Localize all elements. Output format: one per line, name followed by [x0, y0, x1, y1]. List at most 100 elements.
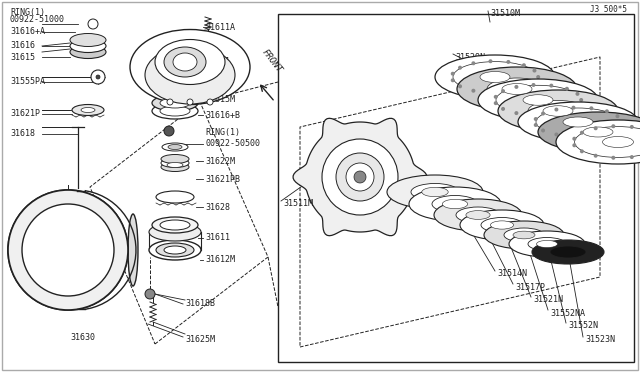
Ellipse shape [72, 105, 104, 115]
Circle shape [579, 98, 583, 102]
Circle shape [575, 104, 579, 108]
Text: 31521N: 31521N [533, 295, 563, 305]
Ellipse shape [583, 127, 613, 137]
Text: 31555PA: 31555PA [10, 77, 45, 87]
Text: 00922-50500: 00922-50500 [205, 140, 260, 148]
Ellipse shape [70, 39, 106, 52]
Circle shape [611, 124, 615, 128]
Ellipse shape [453, 62, 537, 92]
Circle shape [522, 63, 526, 67]
Circle shape [630, 125, 634, 129]
Text: 31516P: 31516P [450, 212, 480, 221]
Circle shape [167, 99, 173, 105]
Circle shape [541, 112, 545, 116]
Circle shape [554, 108, 558, 112]
Circle shape [488, 91, 493, 95]
Circle shape [488, 59, 493, 63]
Circle shape [589, 106, 593, 110]
Text: 31616: 31616 [10, 42, 35, 51]
Circle shape [531, 113, 536, 117]
Ellipse shape [70, 45, 106, 58]
Ellipse shape [161, 154, 189, 164]
Ellipse shape [460, 210, 544, 240]
Ellipse shape [538, 112, 640, 152]
Circle shape [630, 155, 634, 159]
Circle shape [541, 128, 545, 132]
Text: 31616+B: 31616+B [205, 110, 240, 119]
Ellipse shape [432, 196, 478, 212]
Ellipse shape [556, 120, 640, 164]
Ellipse shape [532, 240, 604, 264]
Circle shape [164, 126, 174, 136]
Ellipse shape [563, 117, 593, 127]
Circle shape [532, 81, 536, 86]
Ellipse shape [81, 108, 95, 112]
Ellipse shape [149, 240, 201, 260]
Ellipse shape [498, 90, 618, 132]
Circle shape [554, 132, 558, 137]
Ellipse shape [152, 81, 198, 97]
Text: 31611A: 31611A [205, 22, 235, 32]
Ellipse shape [536, 108, 620, 136]
Circle shape [594, 154, 598, 158]
Ellipse shape [575, 126, 640, 157]
Circle shape [616, 114, 620, 118]
Ellipse shape [149, 223, 201, 241]
Circle shape [207, 99, 213, 105]
Ellipse shape [161, 158, 189, 167]
Text: 00922-51000: 00922-51000 [10, 16, 65, 25]
Ellipse shape [543, 106, 573, 116]
Circle shape [458, 84, 462, 88]
Circle shape [611, 156, 615, 160]
Circle shape [336, 153, 384, 201]
Ellipse shape [502, 83, 532, 94]
Circle shape [572, 137, 577, 141]
Ellipse shape [484, 221, 564, 249]
Text: 31611: 31611 [205, 234, 230, 243]
Text: RING(1): RING(1) [10, 7, 45, 16]
Circle shape [458, 66, 462, 70]
Text: 31621P: 31621P [10, 109, 40, 119]
Circle shape [605, 109, 609, 113]
Circle shape [493, 95, 498, 99]
Circle shape [522, 87, 526, 91]
Circle shape [572, 134, 575, 138]
Ellipse shape [456, 207, 500, 223]
Text: 31510M: 31510M [490, 10, 520, 19]
Circle shape [549, 84, 554, 88]
Circle shape [515, 85, 518, 89]
Circle shape [187, 99, 193, 105]
Ellipse shape [168, 144, 182, 150]
Ellipse shape [442, 199, 468, 209]
Circle shape [536, 75, 540, 79]
Circle shape [354, 171, 366, 183]
Circle shape [620, 120, 623, 124]
Ellipse shape [568, 122, 628, 142]
Ellipse shape [481, 218, 523, 232]
Circle shape [96, 75, 100, 79]
Circle shape [605, 131, 609, 135]
Circle shape [572, 143, 577, 147]
Text: 31628: 31628 [205, 202, 230, 212]
Circle shape [549, 112, 554, 116]
Ellipse shape [435, 55, 555, 99]
Circle shape [531, 83, 536, 87]
Text: 31552N: 31552N [568, 321, 598, 330]
Circle shape [565, 109, 569, 113]
Text: 31523N: 31523N [585, 336, 615, 344]
Circle shape [580, 149, 584, 153]
Circle shape [145, 289, 155, 299]
Text: 31536N: 31536N [500, 65, 530, 74]
Ellipse shape [434, 199, 522, 231]
Circle shape [506, 60, 510, 64]
Text: 31567N: 31567N [580, 125, 610, 134]
Ellipse shape [152, 95, 198, 111]
Circle shape [534, 117, 538, 121]
Circle shape [8, 190, 128, 310]
Text: 31552NA: 31552NA [550, 308, 585, 317]
Ellipse shape [513, 231, 535, 239]
Circle shape [88, 19, 98, 29]
Ellipse shape [152, 217, 198, 233]
Ellipse shape [466, 211, 490, 219]
Ellipse shape [496, 85, 580, 115]
